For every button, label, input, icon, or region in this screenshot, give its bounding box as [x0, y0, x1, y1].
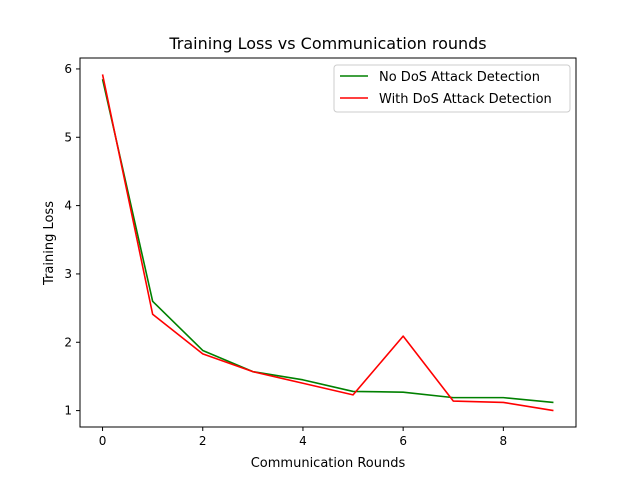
y-tick-label: 4	[64, 199, 72, 213]
series-line-no-dos	[101, 79, 554, 404]
legend-box	[333, 64, 571, 113]
y-tick-label: 1	[64, 404, 72, 418]
chart-title: Training Loss vs Communication rounds	[168, 34, 486, 53]
y-tick-label: 3	[64, 267, 72, 281]
x-tick-label: 2	[199, 434, 207, 448]
legend-label-no-dos: No DoS Attack Detection	[379, 70, 540, 85]
x-tick-label: 6	[399, 434, 407, 448]
y-axis-label: Training Loss	[42, 201, 57, 286]
x-axis: 0 2 4 6 8	[99, 427, 507, 448]
series-lines	[101, 74, 554, 412]
x-axis-label: Communication Rounds	[251, 456, 406, 471]
plot-area	[79, 57, 577, 428]
y-axis: 1 2 3 4 5 6	[64, 62, 80, 418]
legend: No DoS Attack Detection With DoS Attack …	[333, 64, 571, 113]
x-tick-label: 4	[299, 434, 307, 448]
legend-label-with-dos: With DoS Attack Detection	[379, 92, 552, 107]
y-tick-label: 5	[64, 130, 72, 144]
y-tick-label: 6	[64, 62, 72, 76]
x-tick-label: 8	[500, 434, 508, 448]
series-line-with-dos	[101, 74, 554, 412]
x-tick-label: 0	[99, 434, 107, 448]
y-tick-label: 2	[64, 335, 72, 349]
plot-frame	[79, 57, 577, 428]
